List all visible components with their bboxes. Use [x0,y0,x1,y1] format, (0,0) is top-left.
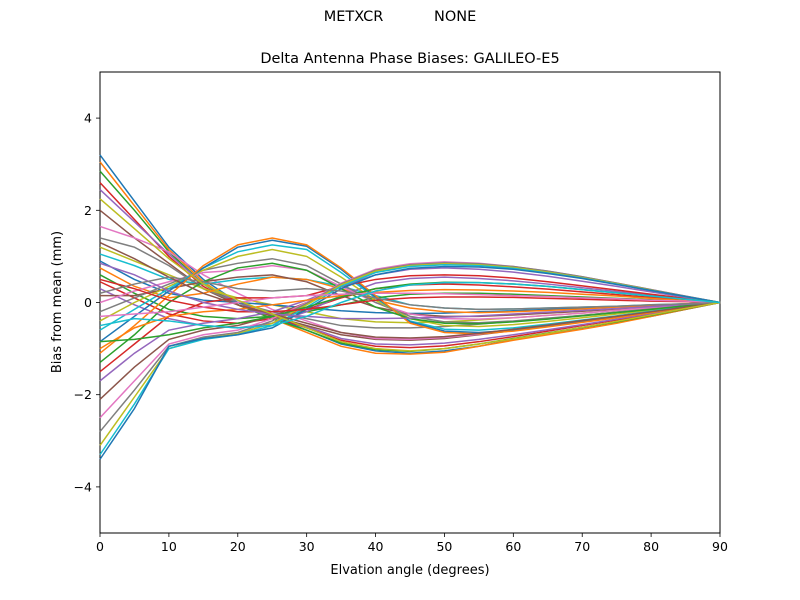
series-line-s39 [99,198,721,352]
x-tick-label: 20 [230,539,246,554]
series-line-s37 [99,292,721,318]
x-tick-label: 10 [161,539,177,554]
x-tick-label: 70 [574,539,590,554]
x-tick-label: 40 [368,539,384,554]
y-tick-label: −2 [74,387,92,402]
series-line-s32 [99,288,721,350]
chart-title: Delta Antenna Phase Biases: GALILEO-E5 [260,51,559,67]
figure-suptitle: METXCR NONE [323,9,477,25]
y-tick-label: 2 [84,203,92,218]
plot-area-frame [99,71,721,534]
series-line-s36 [99,241,721,339]
y-axis-label: Bias from mean (mm) [50,231,65,373]
x-tick-label: 50 [436,539,452,554]
series-line-s35 [99,262,721,320]
x-tick-label: 60 [505,539,521,554]
series-layer [99,154,721,460]
x-tick-label: 90 [712,539,728,554]
x-tick-label: 30 [299,539,315,554]
x-axis-label: Elvation angle (degrees) [330,563,489,578]
y-tick-label: 0 [84,295,92,310]
x-axis: 0 10 20 30 40 50 60 70 80 90 [96,533,728,554]
y-tick-label: −4 [74,479,92,494]
series-line-s31 [99,265,721,460]
series-line-s38 [99,276,721,311]
series-line-s22 [99,237,721,354]
y-tick-label: 4 [84,111,92,126]
series-line-s17 [99,264,721,320]
y-axis: −4 −2 0 2 4 [74,111,100,494]
x-tick-label: 0 [96,539,104,554]
series-line-s40 [99,281,721,329]
x-tick-label: 80 [643,539,659,554]
series-line-s25 [99,267,721,382]
series-line-s04 [99,182,721,349]
